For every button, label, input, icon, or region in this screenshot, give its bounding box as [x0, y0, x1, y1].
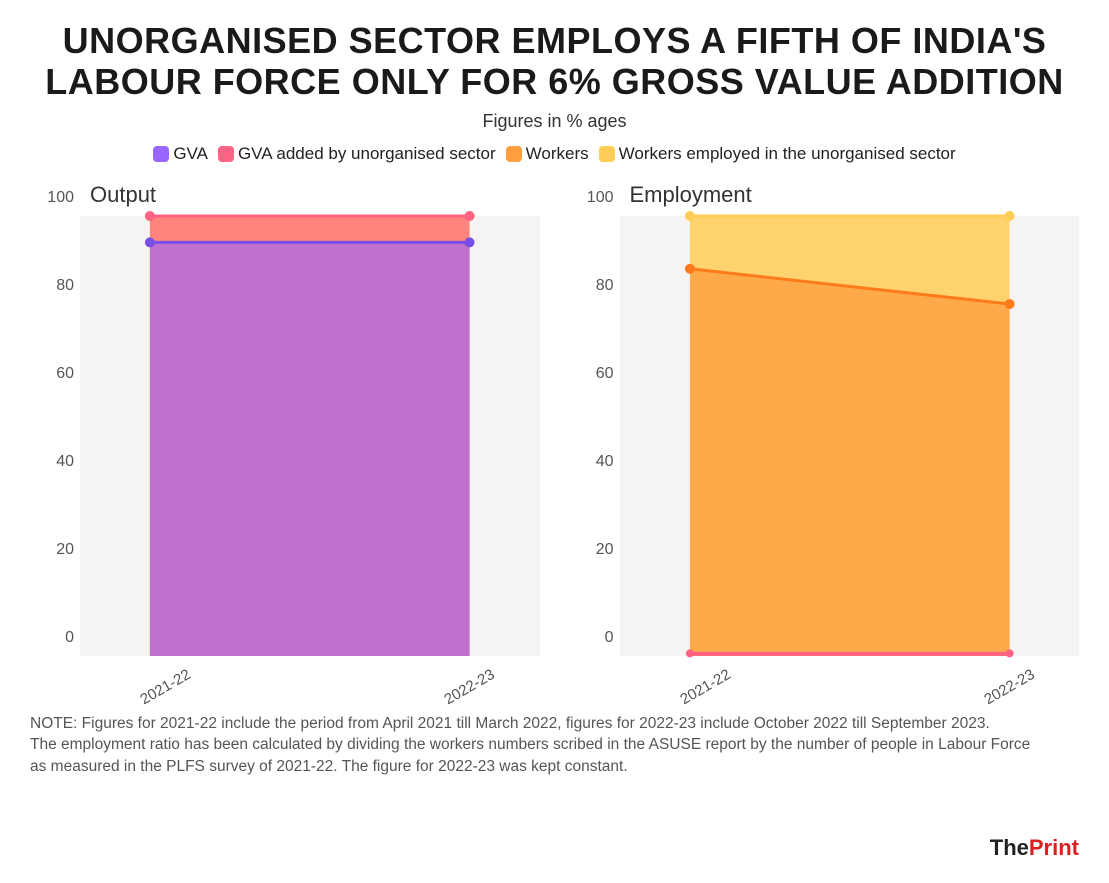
- chart-wrap: 020406080100: [30, 216, 540, 656]
- legend-item: Workers: [506, 144, 589, 164]
- y-tick-label: 0: [605, 629, 614, 647]
- marker-yellow: [1004, 211, 1014, 221]
- legend: GVA GVA added by unorganised sector Worker…: [30, 144, 1079, 164]
- legend-swatch: [506, 146, 522, 162]
- footnote: NOTE: Figures for 2021-22 include the pe…: [30, 713, 1079, 778]
- y-axis: 020406080100: [570, 216, 620, 656]
- marker-pink: [145, 211, 155, 221]
- y-tick-label: 60: [596, 365, 614, 383]
- x-tick-label: 2022-23: [442, 666, 498, 708]
- y-tick-label: 20: [56, 541, 74, 559]
- legend-item: Workers employed in the unorganised sect…: [599, 144, 956, 164]
- chart-subtitle: Figures in % ages: [30, 111, 1079, 132]
- footnote-para-1: NOTE: Figures for 2021-22 include the pe…: [30, 713, 1049, 735]
- marker-pink: [465, 211, 475, 221]
- marker-orange: [1004, 299, 1014, 309]
- source-brand: ThePrint: [990, 835, 1079, 861]
- y-tick-label: 100: [47, 189, 74, 207]
- x-axis: 2021-222022-23: [620, 666, 1080, 683]
- plot-area: [80, 216, 540, 656]
- brand-the: The: [990, 835, 1029, 860]
- marker-orange: [684, 264, 694, 274]
- legend-label: Workers: [526, 144, 589, 164]
- x-axis: 2021-222022-23: [80, 666, 540, 683]
- panel-title: Output: [90, 182, 540, 208]
- legend-label: GVA added by unorganised sector: [238, 144, 496, 164]
- legend-label: Workers employed in the unorganised sect…: [619, 144, 956, 164]
- legend-label: GVA: [173, 144, 208, 164]
- y-tick-label: 0: [65, 629, 74, 647]
- chart-svg: [620, 216, 1080, 656]
- x-tick-label: 2022-23: [981, 666, 1037, 708]
- chart-title: UNORGANISED SECTOR EMPLOYS A FIFTH OF IN…: [30, 20, 1079, 103]
- y-tick-label: 20: [596, 541, 614, 559]
- plot-area: [620, 216, 1080, 656]
- area-orange: [689, 269, 1009, 656]
- legend-swatch: [218, 146, 234, 162]
- chart-panel: Employment 0 20 40 60 80 100 2021-222022-23: [570, 182, 1080, 683]
- chart-svg: [80, 216, 540, 656]
- legend-item: GVA added by unorganised sector: [218, 144, 496, 164]
- legend-item: GVA: [153, 144, 208, 164]
- area-purple: [150, 242, 470, 656]
- y-axis: 020406080100: [30, 216, 80, 656]
- footnote-para-2: The employment ratio has been calculated…: [30, 734, 1049, 777]
- panel-title: Employment: [630, 182, 1080, 208]
- y-tick-label: 40: [56, 453, 74, 471]
- legend-swatch: [599, 146, 615, 162]
- marker-purple: [145, 237, 155, 247]
- brand-print: Print: [1029, 835, 1079, 860]
- chart-panel: Output 0 20 40 60 80 100 2021-222022-23: [30, 182, 540, 683]
- y-tick-label: 80: [596, 277, 614, 295]
- y-tick-label: 100: [587, 189, 614, 207]
- x-tick-label: 2021-22: [677, 666, 733, 708]
- y-tick-label: 40: [596, 453, 614, 471]
- panels-row: Output0204060801002021-222022-23Employme…: [30, 182, 1079, 683]
- marker-yellow: [684, 211, 694, 221]
- chart-wrap: 020406080100: [570, 216, 1080, 656]
- y-tick-label: 80: [56, 277, 74, 295]
- marker-purple: [465, 237, 475, 247]
- legend-swatch: [153, 146, 169, 162]
- marker-pink: [685, 649, 693, 657]
- marker-pink: [1005, 649, 1013, 657]
- x-tick-label: 2021-22: [137, 666, 193, 708]
- y-tick-label: 60: [56, 365, 74, 383]
